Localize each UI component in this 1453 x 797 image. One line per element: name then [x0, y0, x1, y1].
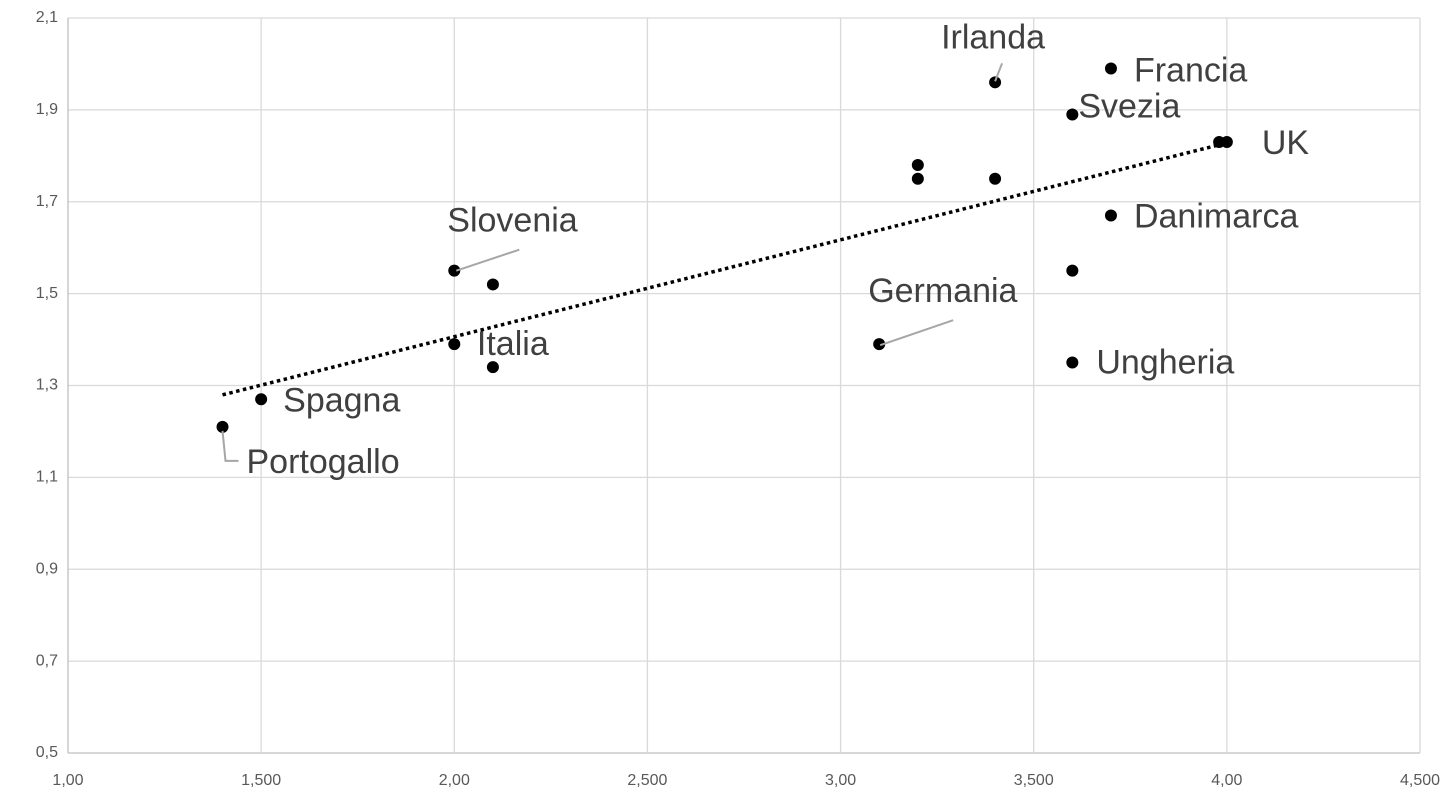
point-label: Spagna: [283, 381, 400, 419]
point-label: Francia: [1134, 52, 1247, 90]
point: [216, 420, 229, 433]
point: [1066, 108, 1079, 121]
y-tick-label: 0,7: [36, 652, 58, 669]
point: [448, 338, 461, 351]
point: [911, 172, 924, 185]
x-tick-label: 1,00: [52, 772, 83, 789]
point: [1220, 136, 1233, 149]
point: [486, 278, 499, 291]
x-tick-label: 2,500: [627, 772, 667, 789]
leader-line: [994, 62, 1004, 82]
point-label: Slovenia: [447, 202, 578, 240]
point-label: Germania: [868, 272, 1017, 310]
point: [989, 76, 1002, 89]
x-tick-label: 1,500: [241, 772, 281, 789]
point-label: Danimarca: [1134, 198, 1298, 236]
y-tick-label: 1,3: [36, 377, 58, 394]
point: [1066, 356, 1079, 369]
point-label: Italia: [477, 325, 549, 363]
leader-line: [455, 248, 520, 272]
point: [1104, 62, 1117, 75]
y-tick-label: 2,1: [36, 9, 58, 26]
x-tick-label: 3,00: [825, 772, 856, 789]
point-label: Ungheria: [1096, 344, 1234, 382]
point: [911, 159, 924, 171]
point: [486, 361, 499, 374]
x-tick-label: 4,500: [1400, 772, 1440, 789]
x-tick-label: 4,00: [1211, 772, 1242, 789]
x-tick-label: 3,500: [1014, 772, 1054, 789]
y-tick-label: 0,9: [36, 560, 58, 577]
point: [448, 264, 461, 277]
trendline: [222, 141, 1228, 397]
point: [255, 393, 268, 406]
y-tick-label: 1,9: [36, 101, 58, 118]
point: [1104, 209, 1117, 222]
point-label: UK: [1262, 124, 1310, 162]
y-tick-label: 1,7: [36, 193, 58, 210]
point: [873, 338, 886, 351]
y-tick-label: 1,1: [36, 469, 58, 486]
y-tick-label: 0,5: [36, 744, 58, 761]
leader-line: [221, 430, 239, 462]
point-label: Irlanda: [941, 18, 1045, 56]
point: [1066, 264, 1079, 277]
leader-line: [879, 319, 954, 347]
y-tick-label: 1,5: [36, 285, 58, 302]
point: [989, 172, 1002, 185]
point-label: Svezia: [1078, 87, 1180, 125]
point-label: Portogallo: [247, 443, 400, 481]
x-tick-label: 2,00: [439, 772, 470, 789]
